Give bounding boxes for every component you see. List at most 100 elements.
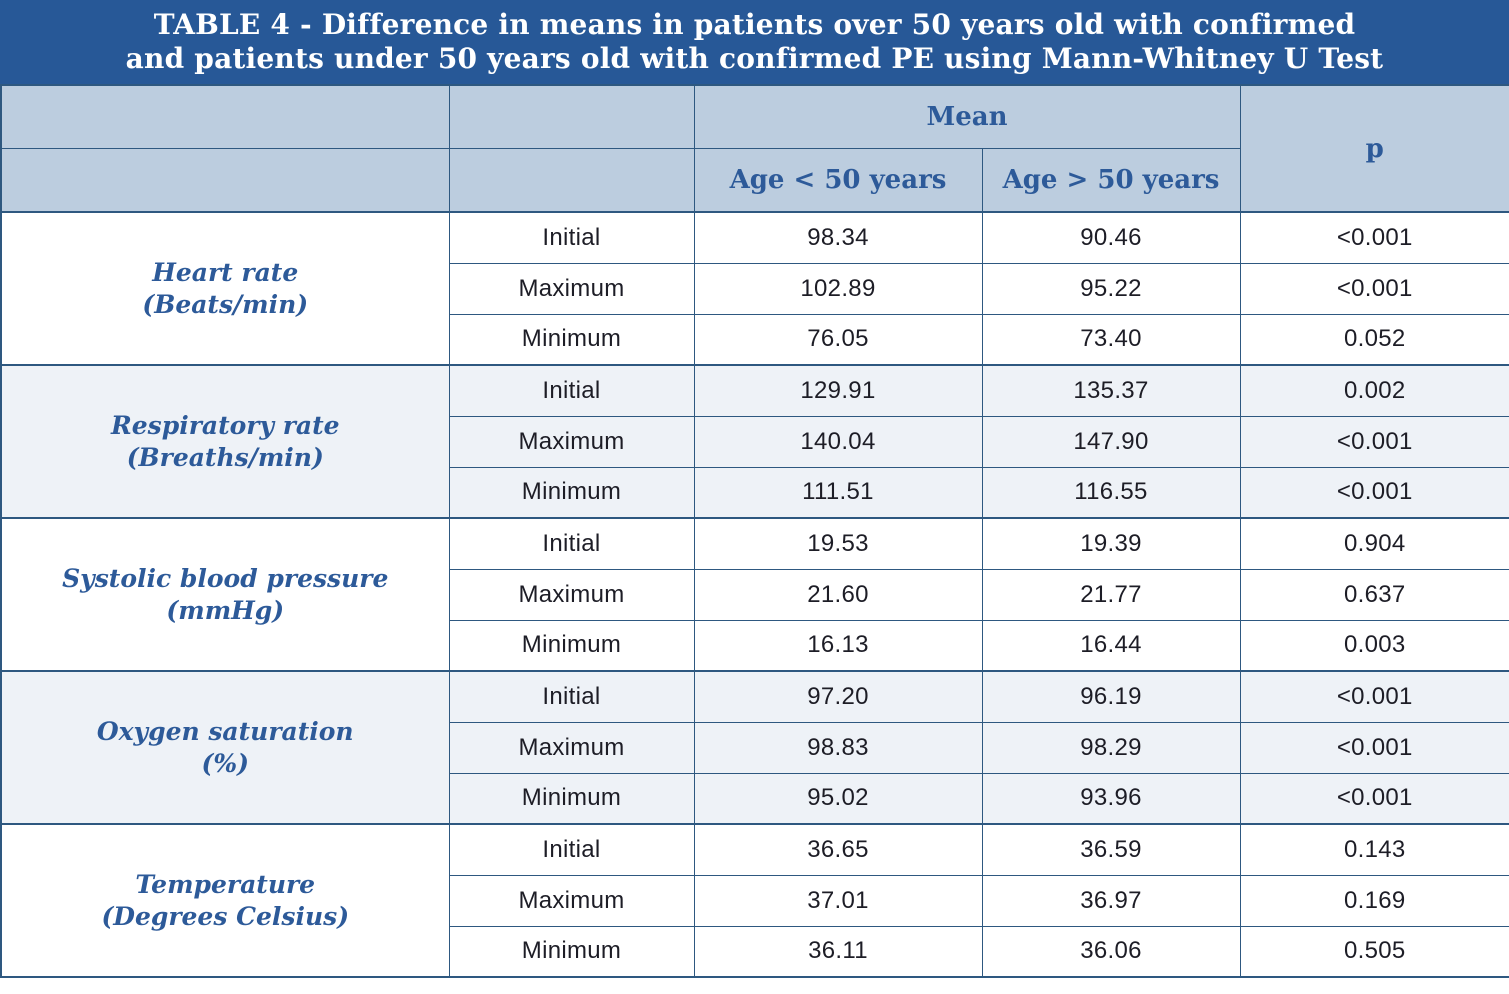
header-p-cell: p xyxy=(1239,84,1509,213)
group-name: Oxygen saturation xyxy=(96,717,354,747)
group-name: Heart rate xyxy=(152,258,299,288)
measure-cell: Minimum xyxy=(448,313,695,366)
group-name: Systolic blood pressure xyxy=(62,564,389,594)
value-cell-age-under-50: 98.83 xyxy=(693,721,983,774)
table-title-line2: and patients under 50 years old with con… xyxy=(125,42,1384,75)
table-row: Minimum 36.11 36.06 0.505 xyxy=(1,925,1509,978)
measure-cell: Minimum xyxy=(448,466,695,519)
table4: Mean p Age < 50 years Age > 50 years Hea… xyxy=(0,84,1509,978)
p-value-cell: <0.001 xyxy=(1239,721,1509,774)
value-cell-age-under-50: 129.91 xyxy=(693,364,983,417)
value-cell-age-over-50: 19.39 xyxy=(981,517,1241,570)
value-cell-age-under-50: 111.51 xyxy=(693,466,983,519)
measure-cell: Maximum xyxy=(448,262,695,315)
p-value-cell: 0.169 xyxy=(1239,874,1509,927)
group-label-cell: Respiratory rate (Breaths/min) xyxy=(0,364,450,519)
p-value-cell: <0.001 xyxy=(1239,211,1509,264)
value-cell-age-over-50: 93.96 xyxy=(981,772,1241,825)
header-age-under-50-cell: Age < 50 years xyxy=(693,147,983,213)
header-row-age: Age < 50 years Age > 50 years xyxy=(0,147,1509,213)
measure-cell: Maximum xyxy=(448,874,695,927)
value-cell-age-under-50: 21.60 xyxy=(693,568,983,621)
group-unit: (Beats/min) xyxy=(142,289,309,319)
header-row-mean: Mean p xyxy=(0,84,1509,213)
p-value-cell: <0.001 xyxy=(1239,670,1509,723)
value-cell-age-under-50: 19.53 xyxy=(693,517,983,570)
table-row: Temperature (Degrees Celsius) Initial 36.65… xyxy=(0,823,1509,978)
p-value-cell: 0.904 xyxy=(1239,517,1509,570)
p-value-cell: 0.052 xyxy=(1239,313,1509,366)
table-row: Minimum 16.13 16.44 0.003 xyxy=(1,619,1509,672)
group-unit: (Breaths/min) xyxy=(126,442,324,472)
table-row: Systolic blood pressure (mmHg) Initial 19.5… xyxy=(0,517,1509,672)
group-unit: (mmHg) xyxy=(166,595,285,625)
table-row: Maximum 21.60 21.77 0.637 xyxy=(1,568,1509,621)
value-cell-age-under-50: 36.11 xyxy=(693,925,983,978)
p-value-cell: 0.003 xyxy=(1239,619,1509,672)
p-value-cell: <0.001 xyxy=(1239,415,1509,468)
header-age-over-50-cell: Age > 50 years xyxy=(981,147,1241,213)
header-empty-cell-group xyxy=(0,84,450,149)
measure-cell: Minimum xyxy=(448,925,695,978)
group-name: Temperature xyxy=(135,870,316,900)
value-cell-age-over-50: 73.40 xyxy=(981,313,1241,366)
measure-cell: Initial xyxy=(448,670,695,723)
value-cell-age-under-50: 140.04 xyxy=(693,415,983,468)
value-cell-age-over-50: 16.44 xyxy=(981,619,1241,672)
measure-cell: Minimum xyxy=(448,772,695,825)
table-row: Respiratory rate (Breaths/min) Initial 129.… xyxy=(0,364,1509,519)
value-cell-age-under-50: 36.65 xyxy=(693,823,983,876)
table-row: Maximum 98.83 98.29 <0.001 xyxy=(1,721,1509,774)
value-cell-age-under-50: 102.89 xyxy=(693,262,983,315)
value-cell-age-over-50: 95.22 xyxy=(981,262,1241,315)
p-value-cell: 0.505 xyxy=(1239,925,1509,978)
value-cell-age-over-50: 147.90 xyxy=(981,415,1241,468)
header-mean-cell: Mean xyxy=(693,84,1241,149)
table-body: Heart rate (Beats/min) Initial 98.34 90.46 <0… xyxy=(0,211,1509,978)
value-cell-age-over-50: 36.59 xyxy=(981,823,1241,876)
group-unit: (Degrees Celsius) xyxy=(101,901,350,931)
measure-cell: Initial xyxy=(448,823,695,876)
table-row: Minimum 95.02 93.96 <0.001 xyxy=(1,772,1509,825)
table-row: Minimum 111.51 116.55 <0.001 xyxy=(1,466,1509,519)
p-value-cell: <0.001 xyxy=(1239,262,1509,315)
group-label-cell: Heart rate (Beats/min) xyxy=(0,211,450,366)
table-header: Mean p Age < 50 years Age > 50 years xyxy=(0,84,1509,213)
p-value-cell: <0.001 xyxy=(1239,772,1509,825)
table-row: Minimum 76.05 73.40 0.052 xyxy=(1,313,1509,366)
measure-cell: Initial xyxy=(448,211,695,264)
p-value-cell: <0.001 xyxy=(1239,466,1509,519)
group-label-cell: Systolic blood pressure (mmHg) xyxy=(0,517,450,672)
value-cell-age-over-50: 96.19 xyxy=(981,670,1241,723)
value-cell-age-under-50: 37.01 xyxy=(693,874,983,927)
value-cell-age-over-50: 135.37 xyxy=(981,364,1241,417)
table-row: Oxygen saturation (%) Initial 97.20 96.19 <0.… xyxy=(0,670,1509,825)
value-cell-age-under-50: 97.20 xyxy=(693,670,983,723)
header-empty-cell-measure2 xyxy=(448,147,695,213)
group-unit: (%) xyxy=(201,748,249,778)
group-name: Respiratory rate xyxy=(110,411,340,441)
measure-cell: Initial xyxy=(448,517,695,570)
measure-cell: Minimum xyxy=(448,619,695,672)
value-cell-age-over-50: 36.06 xyxy=(981,925,1241,978)
value-cell-age-over-50: 116.55 xyxy=(981,466,1241,519)
group-label-cell: Temperature (Degrees Celsius) xyxy=(0,823,450,978)
header-empty-cell-group2 xyxy=(0,147,450,213)
group-label-cell: Oxygen saturation (%) xyxy=(0,670,450,825)
measure-cell: Maximum xyxy=(448,568,695,621)
measure-cell: Maximum xyxy=(448,721,695,774)
p-value-cell: 0.002 xyxy=(1239,364,1509,417)
value-cell-age-under-50: 76.05 xyxy=(693,313,983,366)
table-title-line1: TABLE 4 - Difference in means in patient… xyxy=(153,8,1356,42)
table-row: Heart rate (Beats/min) Initial 98.34 90.46 <0… xyxy=(0,211,1509,366)
value-cell-age-over-50: 90.46 xyxy=(981,211,1241,264)
table-row: Maximum 140.04 147.90 <0.001 xyxy=(1,415,1509,468)
header-empty-cell-measure xyxy=(448,84,695,149)
value-cell-age-under-50: 98.34 xyxy=(693,211,983,264)
value-cell-age-over-50: 98.29 xyxy=(981,721,1241,774)
value-cell-age-under-50: 16.13 xyxy=(693,619,983,672)
table-row: Maximum 37.01 36.97 0.169 xyxy=(1,874,1509,927)
value-cell-age-under-50: 95.02 xyxy=(693,772,983,825)
p-value-cell: 0.143 xyxy=(1239,823,1509,876)
value-cell-age-over-50: 21.77 xyxy=(981,568,1241,621)
